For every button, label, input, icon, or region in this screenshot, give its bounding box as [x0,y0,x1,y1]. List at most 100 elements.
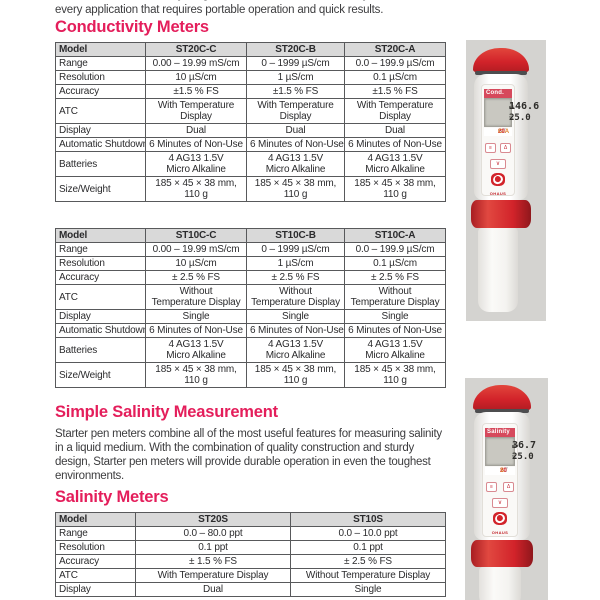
spec-value: 0.1 µS/cm [344,256,446,271]
table-row: Size/Weight 185 × 45 × 38 mm, 110 g 185 × … [55,176,446,202]
intro-text: every application that requires portable… [55,4,384,16]
table-row: Range 0.0 – 80.0 ppt 0.0 – 10.0 ppt [55,526,446,541]
column-header: ST10C-C [145,228,247,243]
spec-label: Batteries [55,151,146,177]
spec-label: Automatic Shutdown [55,137,146,152]
intro-text-clipped: three different conductivity ranges, the… [55,0,447,2]
spec-value: ± 2.5 % FS [290,554,446,569]
meter-cap [473,48,529,73]
table-row: Accuracy ± 2.5 % FS ± 2.5 % FS ± 2.5 % FS [55,270,446,285]
spec-value: With Temperature Display [344,98,446,124]
spec-value: Dual [344,123,446,138]
lcd-temp-unit: °C [512,454,517,459]
spec-value: 0.1 µS/cm [344,70,446,85]
ohaus-logo-icon [493,512,507,525]
meter-mode-label: Salinity [485,428,515,437]
spec-value: ± 1.5 % FS [135,554,291,569]
spec-label: Range [55,242,146,257]
spec-value: 0.00 – 19.99 mS/cm [145,56,247,71]
spec-label: Resolution [55,70,146,85]
spec-value: ±1.5 % FS [246,84,345,99]
spec-label: Accuracy [55,84,146,99]
spec-label: Resolution [55,540,136,555]
table-row: Resolution 0.1 ppt 0.1 ppt [55,540,446,555]
salinity-intro-paragraph: Starter pen meters combine all of the mo… [55,428,442,482]
spec-value: Without Temperature Display [145,284,247,310]
column-header: Model [55,512,136,527]
spec-label: Range [55,56,146,71]
spec-value: 6 Minutes of Non-Use [344,137,446,152]
table-row: Resolution 10 µS/cm 1 µS/cm 0.1 µS/cm [55,256,446,271]
conductivity-table-st20c: Model ST20C-C ST20C-B ST20C-A Range 0.00 – 19… [55,42,446,202]
spec-label: Accuracy [55,270,146,285]
spec-value: Single [344,309,446,324]
meter-probe-shaft [479,567,521,600]
table-row: Automatic Shutdown 6 Minutes of Non-Use 6 … [55,137,446,152]
table-row: Display Dual Dual Dual [55,123,446,138]
spec-value: 4 AG13 1.5V Micro Alkaline [246,151,345,177]
spec-label: Size/Weight [55,362,146,388]
meter-model-label: ST 20 S [485,467,515,475]
spec-value: 185 × 45 × 38 mm, 110 g [344,176,446,202]
table-header-row: Model ST20S ST10S [55,512,446,527]
spec-value: 6 Minutes of Non-Use [246,137,345,152]
meter-cap-ring [475,409,529,413]
spec-value: ±1.5 % FS [344,84,446,99]
table-row: ATC With Temperature Display Without Tempe… [55,568,446,583]
product-image-salinity-meter: Salinity 36.7 ppt 25.0 °C ST 20 S ≡ Δ ∨ OHAU… [465,378,548,600]
table-row: Automatic Shutdown 6 Minutes of Non-Use 6 … [55,323,446,338]
spec-value: 4 AG13 1.5V Micro Alkaline [246,337,345,363]
meter-power-button-icon: ∨ [490,159,506,169]
spec-value: 6 Minutes of Non-Use [344,323,446,338]
spec-value: 185 × 45 × 38 mm, 110 g [246,176,345,202]
column-header: ST20C-B [246,42,345,57]
lcd-temp-unit: °C [509,115,514,120]
meter-collar [471,540,533,567]
meter-power-button-icon: ∨ [492,498,508,508]
spec-value: With Temperature Display [246,98,345,124]
spec-value: Single [246,309,345,324]
table-row: ATC With Temperature Display With Temperat… [55,98,446,124]
meter-cap-ring [475,71,527,75]
meter-cal-button-icon: ≡ [486,482,497,492]
meter-collar [471,200,531,228]
spec-value: 185 × 45 × 38 mm, 110 g [145,362,247,388]
table-row: Accuracy ±1.5 % FS ±1.5 % FS ±1.5 % FS [55,84,446,99]
spec-value: Without Temperature Display [290,568,446,583]
spec-value: Dual [246,123,345,138]
table-row: Display Single Single Single [55,309,446,324]
lcd-reading-unit: ppt [512,443,519,448]
spec-value: 0.00 – 19.99 mS/cm [145,242,247,257]
spec-value: 0.1 ppt [135,540,291,555]
simple-salinity-heading: Simple Salinity Measurement [55,403,278,421]
spec-value: 4 AG13 1.5V Micro Alkaline [344,151,446,177]
column-header: ST20C-A [344,42,446,57]
spec-label: Resolution [55,256,146,271]
spec-value: 10 µS/cm [145,70,247,85]
column-header: ST10C-B [246,228,345,243]
conductivity-meters-heading: Conductivity Meters [55,18,209,36]
table-row: Range 0.00 – 19.99 mS/cm 0 – 1999 µS/cm 0.0… [55,242,446,257]
spec-label: ATC [55,98,146,124]
spec-value: 4 AG13 1.5V Micro Alkaline [145,151,247,177]
spec-label: Size/Weight [55,176,146,202]
meter-front-panel: Salinity 36.7 ppt 25.0 °C ST 20 S ≡ Δ ∨ OHAU… [482,423,536,537]
spec-value: 1 µS/cm [246,70,345,85]
column-header: Model [55,228,146,243]
column-header: ST20C-C [145,42,247,57]
spec-value: 185 × 45 × 38 mm, 110 g [145,176,247,202]
meter-front-panel: Cond. 146.6 µS 25.0 °C ST 20 C-A ≡ Δ ∨ OHAUS [481,84,539,196]
spec-value: 0.0 – 80.0 ppt [135,526,291,541]
spec-value: 0 – 1999 µS/cm [246,56,345,71]
spec-value: ±1.5 % FS [145,84,247,99]
spec-label: Display [55,123,146,138]
meter-lcd-display: 36.7 ppt 25.0 °C [485,437,536,466]
table-row: Size/Weight 185 × 45 × 38 mm, 110 g 185 × … [55,362,446,388]
brand-name: OHAUS [491,530,509,535]
spec-label: ATC [55,568,136,583]
spec-label: Accuracy [55,554,136,569]
meter-button-row: ≡ Δ [485,143,511,153]
spec-value: ± 2.5 % FS [246,270,345,285]
spec-value: 0.0 – 199.9 µS/cm [344,56,446,71]
